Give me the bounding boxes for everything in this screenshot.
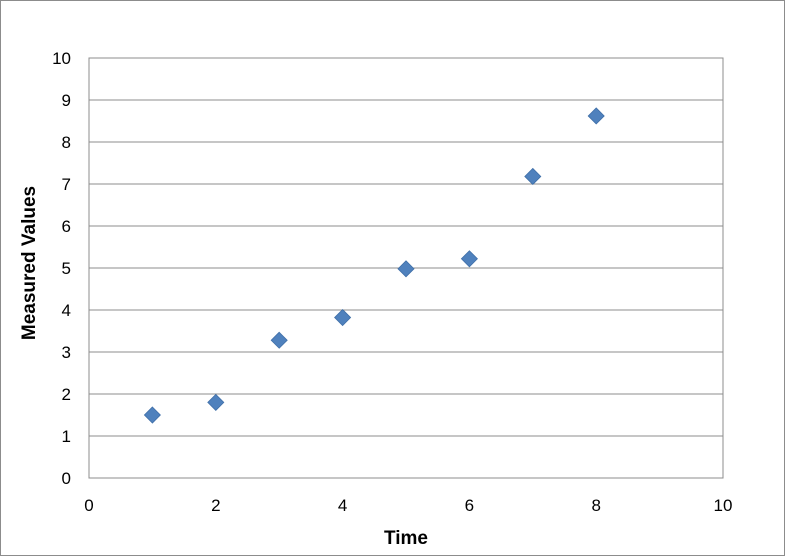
y-tick-label: 2	[62, 385, 71, 404]
x-axis-ticks: 0 2 4 6 8 10	[84, 496, 732, 515]
data-points	[143, 107, 605, 424]
data-point	[587, 107, 605, 125]
x-axis-title: Time	[384, 528, 428, 549]
x-tick-label: 10	[714, 496, 733, 515]
y-tick-label: 10	[52, 49, 71, 68]
x-tick-label: 0	[84, 496, 93, 515]
y-tick-label: 0	[62, 469, 71, 488]
data-point	[524, 167, 542, 186]
y-tick-label: 3	[62, 343, 71, 362]
data-point	[460, 250, 478, 268]
x-tick-label: 6	[465, 496, 474, 515]
y-tick-label: 9	[62, 91, 71, 110]
y-axis-title: Measured Values	[19, 186, 40, 340]
data-point	[207, 393, 225, 411]
y-tick-label: 1	[62, 427, 71, 446]
x-tick-label: 2	[211, 496, 220, 515]
data-point	[270, 331, 288, 349]
data-point	[397, 260, 415, 278]
y-axis-ticks: 0 1 2 3 4 5 6 7 8 9 10	[52, 49, 71, 488]
data-point	[143, 406, 161, 424]
x-tick-label: 8	[591, 496, 600, 515]
y-tick-label: 7	[62, 175, 71, 194]
data-point	[334, 308, 352, 327]
x-tick-label: 4	[338, 496, 347, 515]
y-tick-label: 5	[62, 259, 71, 278]
gridlines	[89, 99, 723, 437]
y-tick-label: 6	[62, 217, 71, 236]
y-tick-label: 8	[62, 133, 71, 152]
y-tick-label: 4	[62, 301, 71, 320]
